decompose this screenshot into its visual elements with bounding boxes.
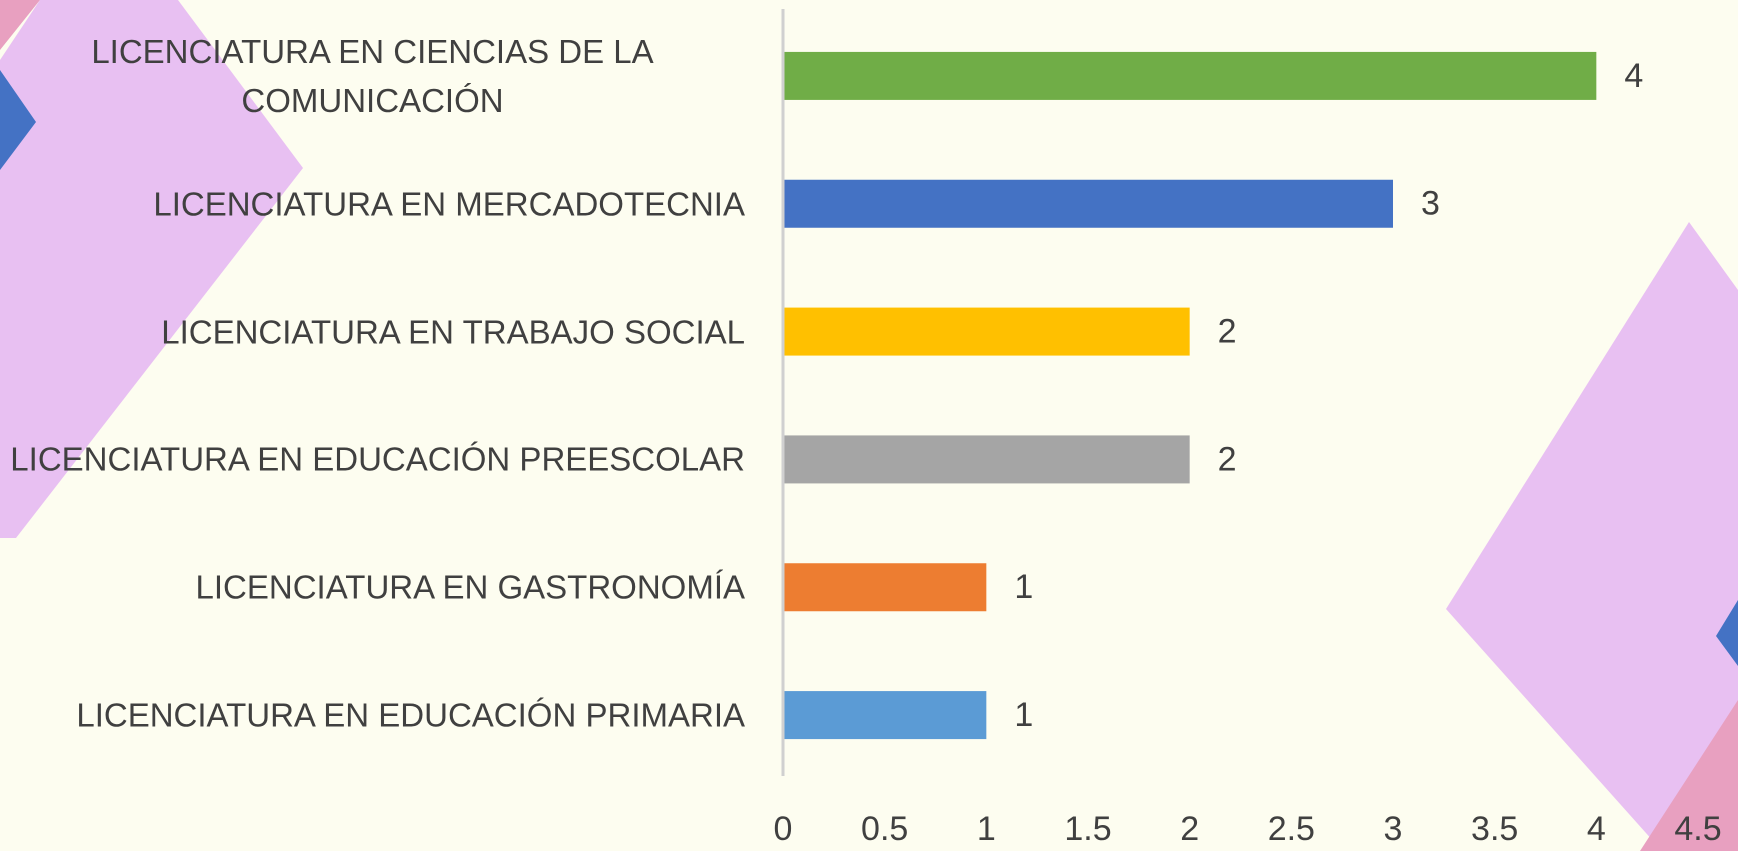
x-tick-label: 4.5	[1674, 810, 1721, 848]
y-tick-label: LICENCIATURA EN CIENCIAS DE LA COMUNICAC…	[91, 32, 654, 119]
data-label: 4	[1624, 57, 1643, 95]
x-tick-label: 3	[1384, 810, 1403, 848]
bar	[783, 563, 987, 612]
x-tick-label: 1	[977, 810, 996, 848]
x-tick-label: 1.5	[1064, 810, 1111, 848]
bar	[783, 307, 1190, 356]
bar	[783, 691, 987, 740]
y-tick-label: LICENCIATURA EN TRABAJO SOCIAL	[161, 313, 745, 351]
x-tick-label: 0	[774, 810, 793, 848]
bar	[783, 51, 1597, 100]
y-tick-label: LICENCIATURA EN MERCADOTECNIA	[153, 185, 745, 223]
x-tick-label: 2	[1180, 810, 1199, 848]
x-tick-label: 2.5	[1268, 810, 1315, 848]
x-tick-label: 3.5	[1471, 810, 1518, 848]
data-label: 2	[1218, 440, 1237, 478]
y-tick-label: LICENCIATURA EN GASTRONOMÍA	[195, 568, 745, 606]
data-label: 3	[1421, 185, 1440, 223]
data-label: 1	[1014, 568, 1033, 606]
bar	[783, 435, 1190, 484]
bar	[783, 179, 1393, 228]
x-tick-label: 0.5	[861, 810, 908, 848]
y-tick-label: LICENCIATURA EN EDUCACIÓN PRIMARIA	[76, 696, 745, 734]
x-tick-label: 4	[1587, 810, 1606, 848]
y-tick-label: LICENCIATURA EN EDUCACIÓN PREESCOLAR	[10, 440, 745, 478]
data-label: 1	[1014, 696, 1033, 734]
data-label: 2	[1218, 313, 1237, 351]
